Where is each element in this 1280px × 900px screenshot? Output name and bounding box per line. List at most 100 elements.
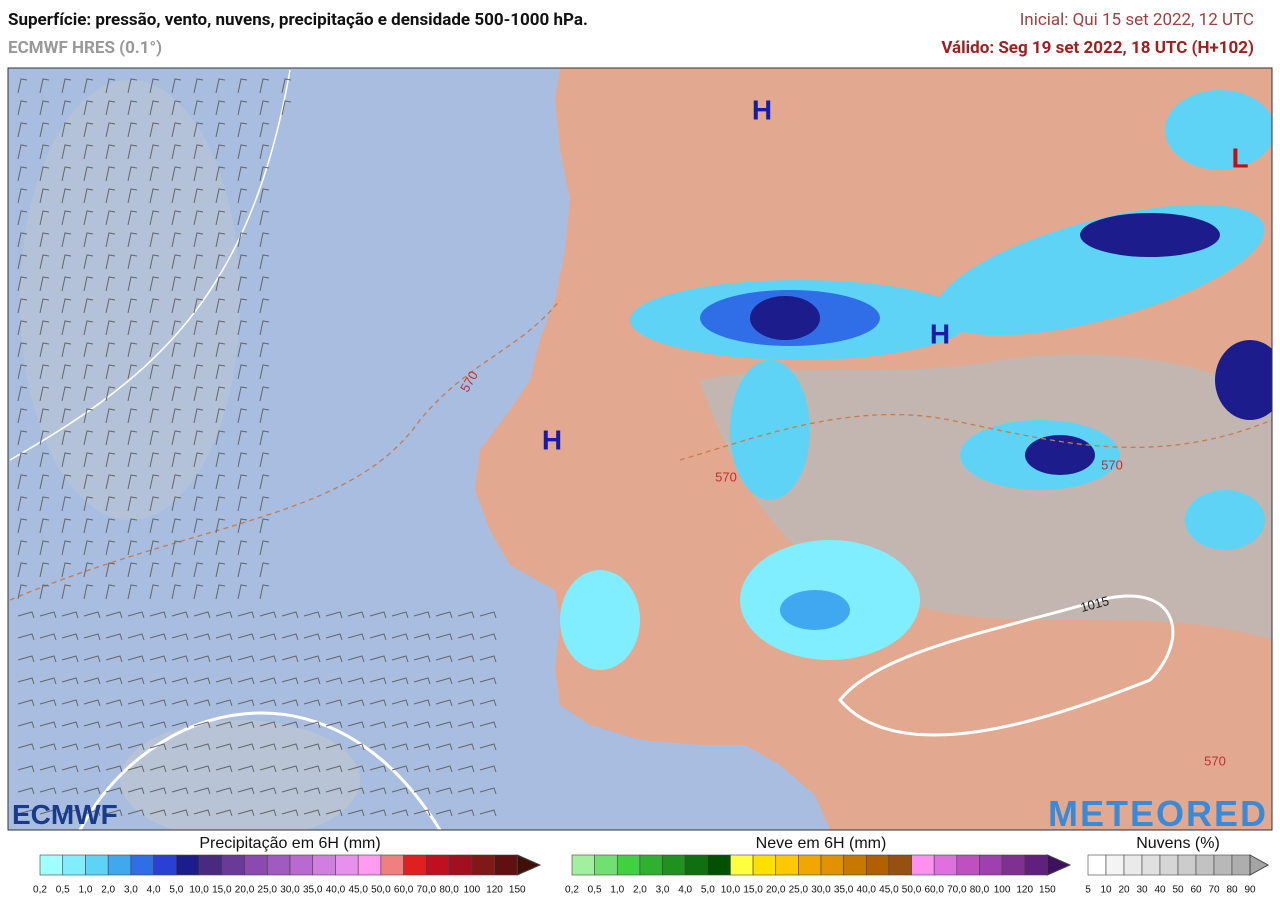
wind-barb bbox=[149, 298, 160, 314]
wind-barb bbox=[479, 765, 497, 773]
wind-barb bbox=[391, 633, 409, 641]
legend-tick: 0,5 bbox=[588, 885, 602, 896]
wind-barb bbox=[259, 364, 270, 380]
wind-barb bbox=[479, 655, 497, 663]
wind-barb bbox=[105, 232, 116, 248]
wind-barb bbox=[259, 408, 270, 424]
wind-barb bbox=[171, 298, 182, 314]
precipitation bbox=[560, 90, 1272, 670]
wind-barb bbox=[413, 655, 431, 663]
wind-barb bbox=[479, 699, 497, 707]
legend-swatch bbox=[448, 854, 473, 876]
wind-barb bbox=[193, 809, 211, 817]
wind-barb bbox=[479, 633, 497, 641]
legend-swatch bbox=[1105, 854, 1125, 876]
wind-barb bbox=[369, 809, 387, 817]
legend-tick: 60,0 bbox=[394, 885, 414, 896]
wind-barb bbox=[127, 144, 138, 160]
wind-barb bbox=[171, 743, 189, 751]
wind-barb bbox=[127, 276, 138, 292]
wind-barb bbox=[105, 276, 116, 292]
wind-barb bbox=[61, 232, 72, 248]
wind-barb bbox=[39, 298, 50, 314]
wind-barb bbox=[149, 430, 160, 446]
wind-barb bbox=[303, 611, 321, 619]
wind-barb bbox=[39, 342, 50, 358]
legend-tick: 70,0 bbox=[417, 885, 437, 896]
wind-barb bbox=[171, 518, 182, 534]
wind-barb bbox=[171, 562, 182, 578]
wind-barb bbox=[171, 655, 189, 663]
wind-barb bbox=[83, 364, 94, 380]
wind-barb bbox=[237, 342, 248, 358]
legend-swatch bbox=[730, 854, 754, 876]
wind-barb bbox=[457, 765, 475, 773]
wind-barb bbox=[325, 765, 343, 773]
wind-barb bbox=[193, 765, 211, 773]
wind-barb bbox=[127, 210, 138, 226]
wind-barb bbox=[149, 78, 160, 94]
wind-barb bbox=[391, 765, 409, 773]
wind-barb bbox=[61, 677, 79, 685]
wind-barb bbox=[435, 655, 453, 663]
legend-arrow bbox=[1249, 854, 1270, 876]
wind-barb bbox=[259, 452, 270, 468]
wind-barb bbox=[237, 408, 248, 424]
wind-barb bbox=[259, 232, 270, 248]
wind-barb bbox=[237, 562, 248, 578]
wind-barb bbox=[303, 699, 321, 707]
wind-barb bbox=[215, 430, 226, 446]
wind-barb bbox=[83, 540, 94, 556]
wind-barb bbox=[237, 809, 255, 817]
wind-barb bbox=[171, 210, 182, 226]
wind-barb bbox=[39, 452, 50, 468]
wind-barb bbox=[369, 699, 387, 707]
wind-barb bbox=[127, 166, 138, 182]
wind-barb bbox=[259, 540, 270, 556]
wind-barb bbox=[127, 677, 145, 685]
legend-swatch bbox=[933, 854, 958, 876]
wind-barb bbox=[149, 232, 160, 248]
wind-barb bbox=[83, 743, 101, 751]
wind-barb bbox=[127, 562, 138, 578]
legend-swatch bbox=[707, 854, 731, 876]
wind-barb bbox=[479, 611, 497, 619]
wind-barb bbox=[17, 452, 28, 468]
wind-barb bbox=[479, 787, 497, 795]
wind-barb bbox=[303, 721, 321, 729]
wind-barb bbox=[193, 518, 204, 534]
wind-barb bbox=[171, 611, 189, 619]
wind-barb bbox=[127, 452, 138, 468]
pressure-center: L bbox=[1231, 142, 1248, 173]
wind-barb bbox=[193, 408, 204, 424]
wind-barb bbox=[105, 210, 116, 226]
wind-barb bbox=[347, 677, 365, 685]
wind-barb bbox=[193, 122, 204, 138]
wind-barb bbox=[105, 320, 116, 336]
wind-barb bbox=[39, 611, 57, 619]
wind-barb bbox=[259, 496, 270, 512]
legend-tick: 0,2 bbox=[33, 885, 47, 896]
wind-barb bbox=[347, 655, 365, 663]
wind-barb bbox=[127, 386, 138, 402]
wind-barb bbox=[259, 254, 270, 270]
wind-barb bbox=[391, 655, 409, 663]
wind-barb bbox=[457, 655, 475, 663]
wind-barb bbox=[83, 276, 94, 292]
wind-barb bbox=[215, 474, 226, 490]
wind-barb bbox=[237, 100, 248, 116]
wind-barb bbox=[281, 655, 299, 663]
wind-barb bbox=[215, 496, 226, 512]
wind-barb bbox=[259, 144, 270, 160]
legend-swatch bbox=[289, 854, 314, 876]
wind-barb bbox=[391, 677, 409, 685]
wind-barb bbox=[215, 633, 233, 641]
legend-tick: 4,0 bbox=[678, 885, 692, 896]
wind-barb bbox=[17, 787, 35, 795]
wind-barb bbox=[105, 254, 116, 270]
wind-barb bbox=[83, 78, 94, 94]
wind-barb bbox=[237, 677, 255, 685]
legend-swatch bbox=[1087, 854, 1107, 876]
wind-barb bbox=[457, 809, 475, 817]
wind-barb bbox=[39, 699, 57, 707]
